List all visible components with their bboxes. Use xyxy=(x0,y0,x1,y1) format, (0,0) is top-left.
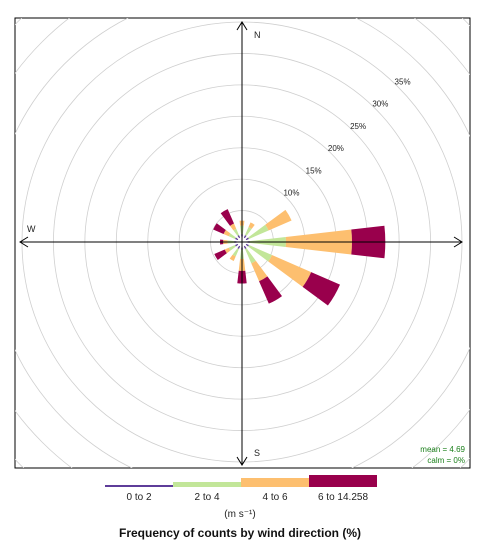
direction-label-s: S xyxy=(254,448,260,458)
mean-stat: mean = 4.69 xyxy=(420,445,465,454)
axis-arrowhead xyxy=(236,21,248,31)
wind-rose-chart: 10% 15% 20% 25% 30% 35% N S W mean = 4.69 cal… xyxy=(14,17,471,469)
legend-swatch xyxy=(105,485,173,487)
petal-segment xyxy=(243,235,247,239)
petal-segment xyxy=(302,272,340,306)
axis-arrowhead xyxy=(236,456,248,466)
petal-segment xyxy=(232,248,239,257)
ring-label: 20% xyxy=(328,144,344,153)
petal-segment xyxy=(259,276,283,304)
ring-label: 15% xyxy=(306,166,322,175)
legend-swatch xyxy=(173,482,241,487)
direction-label-n: N xyxy=(254,30,261,40)
petal-segment xyxy=(245,227,252,236)
petal-segment xyxy=(245,237,249,241)
direction-label-w: W xyxy=(27,224,36,234)
petal-segment xyxy=(265,209,292,231)
ring-label: 25% xyxy=(350,122,366,131)
petal-segment xyxy=(237,235,241,239)
petal-segment xyxy=(223,230,231,237)
ring-labels: 10% 15% 20% 25% 30% 35% xyxy=(283,77,410,197)
legend: 0 to 2 2 to 4 4 to 6 6 to 14.258 xyxy=(0,472,480,542)
petal-segment xyxy=(213,223,226,234)
petal-segment xyxy=(268,255,312,287)
ring-label: 30% xyxy=(372,100,388,109)
petal-segment xyxy=(237,245,241,249)
petal-segment xyxy=(235,237,239,241)
legend-units: (m s⁻¹) xyxy=(224,509,256,520)
legend-swatch xyxy=(241,478,309,487)
ring-label: 35% xyxy=(395,77,411,86)
legend-label: 6 to 14.258 xyxy=(317,492,369,503)
petal-segment xyxy=(248,222,255,229)
legend-label: 2 to 4 xyxy=(194,492,220,503)
petal-segment xyxy=(228,233,236,239)
petal-segment xyxy=(228,245,236,251)
axis-arrowhead xyxy=(453,236,463,248)
petal-segment xyxy=(248,245,272,262)
axis-arrowhead xyxy=(19,236,29,248)
calm-stat: calm = 0% xyxy=(427,456,465,465)
petal-segment xyxy=(245,243,249,247)
petal-segment xyxy=(229,254,236,262)
petal-segment xyxy=(220,209,234,226)
petal-segment xyxy=(235,243,239,247)
chart-title: Frequency of counts by wind direction (%… xyxy=(118,526,361,540)
petal-segment xyxy=(214,249,227,260)
petal-segment xyxy=(224,247,231,254)
petal-segment xyxy=(243,245,247,249)
petal-segment xyxy=(251,260,268,282)
petal-segment xyxy=(248,224,269,239)
compass-axes xyxy=(19,21,463,466)
petal-segment xyxy=(230,223,237,231)
ring-label: 10% xyxy=(283,189,299,198)
legend-label: 0 to 2 xyxy=(126,492,152,503)
petal-segment xyxy=(233,228,239,236)
legend-swatch xyxy=(309,475,377,487)
petal-segment xyxy=(245,248,256,264)
legend-label: 4 to 6 xyxy=(262,492,288,503)
